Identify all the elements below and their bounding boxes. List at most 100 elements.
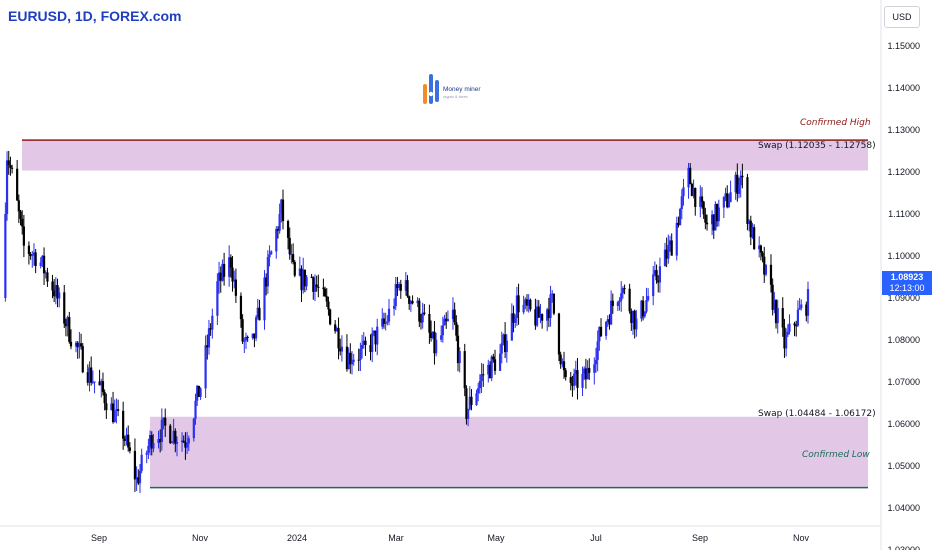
candle-up	[376, 326, 379, 345]
x-axis[interactable]: Sep Nov 2024 Mar May Jul Sep Nov	[91, 533, 810, 543]
candle-down	[150, 435, 153, 449]
y-axis[interactable]: 1.15000 1.14000 1.13000 1.12000 1.11000 1.100…	[887, 41, 920, 555]
candle-down	[492, 356, 495, 360]
candle-up	[172, 430, 175, 443]
candle-up	[305, 276, 308, 287]
candle-up	[221, 263, 224, 281]
candle-down	[234, 279, 237, 296]
y-tick-label: 1.15000	[887, 41, 920, 51]
candle-up	[74, 342, 78, 347]
candle-up	[440, 335, 443, 340]
candle-down	[281, 199, 285, 222]
candle-up	[477, 388, 480, 394]
y-tick-label: 1.03000	[887, 545, 920, 550]
y-tick-label: 1.08000	[887, 335, 920, 345]
candle-down	[76, 342, 79, 348]
candle-down	[103, 392, 106, 404]
y-tick-label: 1.09000	[887, 293, 920, 303]
candle-down	[445, 318, 448, 322]
candle-down	[712, 214, 715, 231]
candle-up	[313, 284, 317, 292]
candle-down	[534, 309, 537, 326]
candle-up	[170, 442, 174, 444]
candle-up	[148, 435, 152, 446]
candle-down	[231, 267, 234, 282]
candle-down	[704, 214, 707, 223]
candle-up	[549, 294, 552, 319]
candle-up	[145, 452, 148, 455]
candle-up	[278, 213, 281, 231]
candle-up	[347, 352, 350, 370]
candle-up	[270, 251, 273, 255]
candle-up	[551, 293, 554, 295]
candle-down	[562, 361, 566, 371]
candle-up	[546, 309, 549, 321]
candle-down	[339, 348, 342, 352]
bar-countdown: 12:13:00	[889, 283, 925, 293]
candle-down	[117, 409, 120, 411]
candle-down	[327, 301, 330, 310]
candle-up	[110, 403, 113, 411]
candle-up	[298, 268, 301, 276]
candle-down	[512, 313, 515, 323]
candle-up	[773, 300, 776, 310]
candle-up	[266, 257, 269, 287]
candle-up	[362, 340, 365, 345]
candle-down	[42, 255, 46, 274]
candle-up	[180, 440, 184, 443]
candle-up	[658, 266, 662, 283]
candle-up	[561, 361, 564, 365]
candle-up	[398, 284, 401, 289]
candle-up	[583, 368, 586, 374]
candle-up	[394, 284, 397, 307]
x-tick-label: Jul	[590, 533, 602, 543]
candle-up	[515, 295, 518, 319]
currency-button[interactable]: USD	[884, 6, 920, 28]
candle-down	[396, 284, 399, 289]
candle-up	[505, 340, 508, 353]
candle-up	[500, 343, 503, 354]
candle-down	[608, 319, 611, 325]
candle-down	[174, 430, 177, 444]
candle-up	[443, 318, 446, 326]
candle-up	[620, 293, 623, 301]
candle-up	[207, 328, 211, 348]
candle-down	[690, 183, 693, 196]
candle-down	[541, 314, 544, 321]
candle-down	[253, 333, 256, 339]
candle-up	[692, 187, 695, 196]
candle-down	[429, 332, 433, 338]
candle-up	[280, 199, 283, 214]
candle-up	[722, 196, 725, 208]
candle-down	[559, 354, 562, 365]
candle-down	[206, 345, 209, 348]
confirmed-high-label: Confirmed High	[800, 118, 871, 128]
candle-up	[244, 336, 248, 341]
symbol-title[interactable]: EURUSD, 1D, FOREX.com	[8, 8, 182, 24]
candle-down	[761, 252, 764, 257]
candle-up	[302, 269, 305, 291]
candle-down	[323, 288, 327, 297]
candle-down	[793, 323, 796, 326]
candle-down	[364, 340, 367, 345]
candle-up	[798, 308, 801, 310]
candle-down	[16, 168, 19, 201]
candle-down	[465, 388, 468, 420]
x-tick-label: Nov	[192, 533, 209, 543]
candle-down	[337, 328, 340, 349]
y-tick-label: 1.04000	[887, 503, 920, 513]
candle-down	[22, 226, 25, 246]
candle-down	[303, 269, 306, 287]
y-tick-label: 1.05000	[887, 461, 920, 471]
candle-up	[680, 196, 683, 210]
candle-down	[63, 292, 66, 324]
candle-down	[21, 218, 24, 227]
candle-up	[216, 281, 219, 316]
candle-up	[41, 255, 44, 263]
candle-down	[700, 196, 704, 202]
candle-up	[645, 300, 648, 312]
candle-up	[604, 321, 608, 336]
candle-up	[751, 227, 754, 238]
